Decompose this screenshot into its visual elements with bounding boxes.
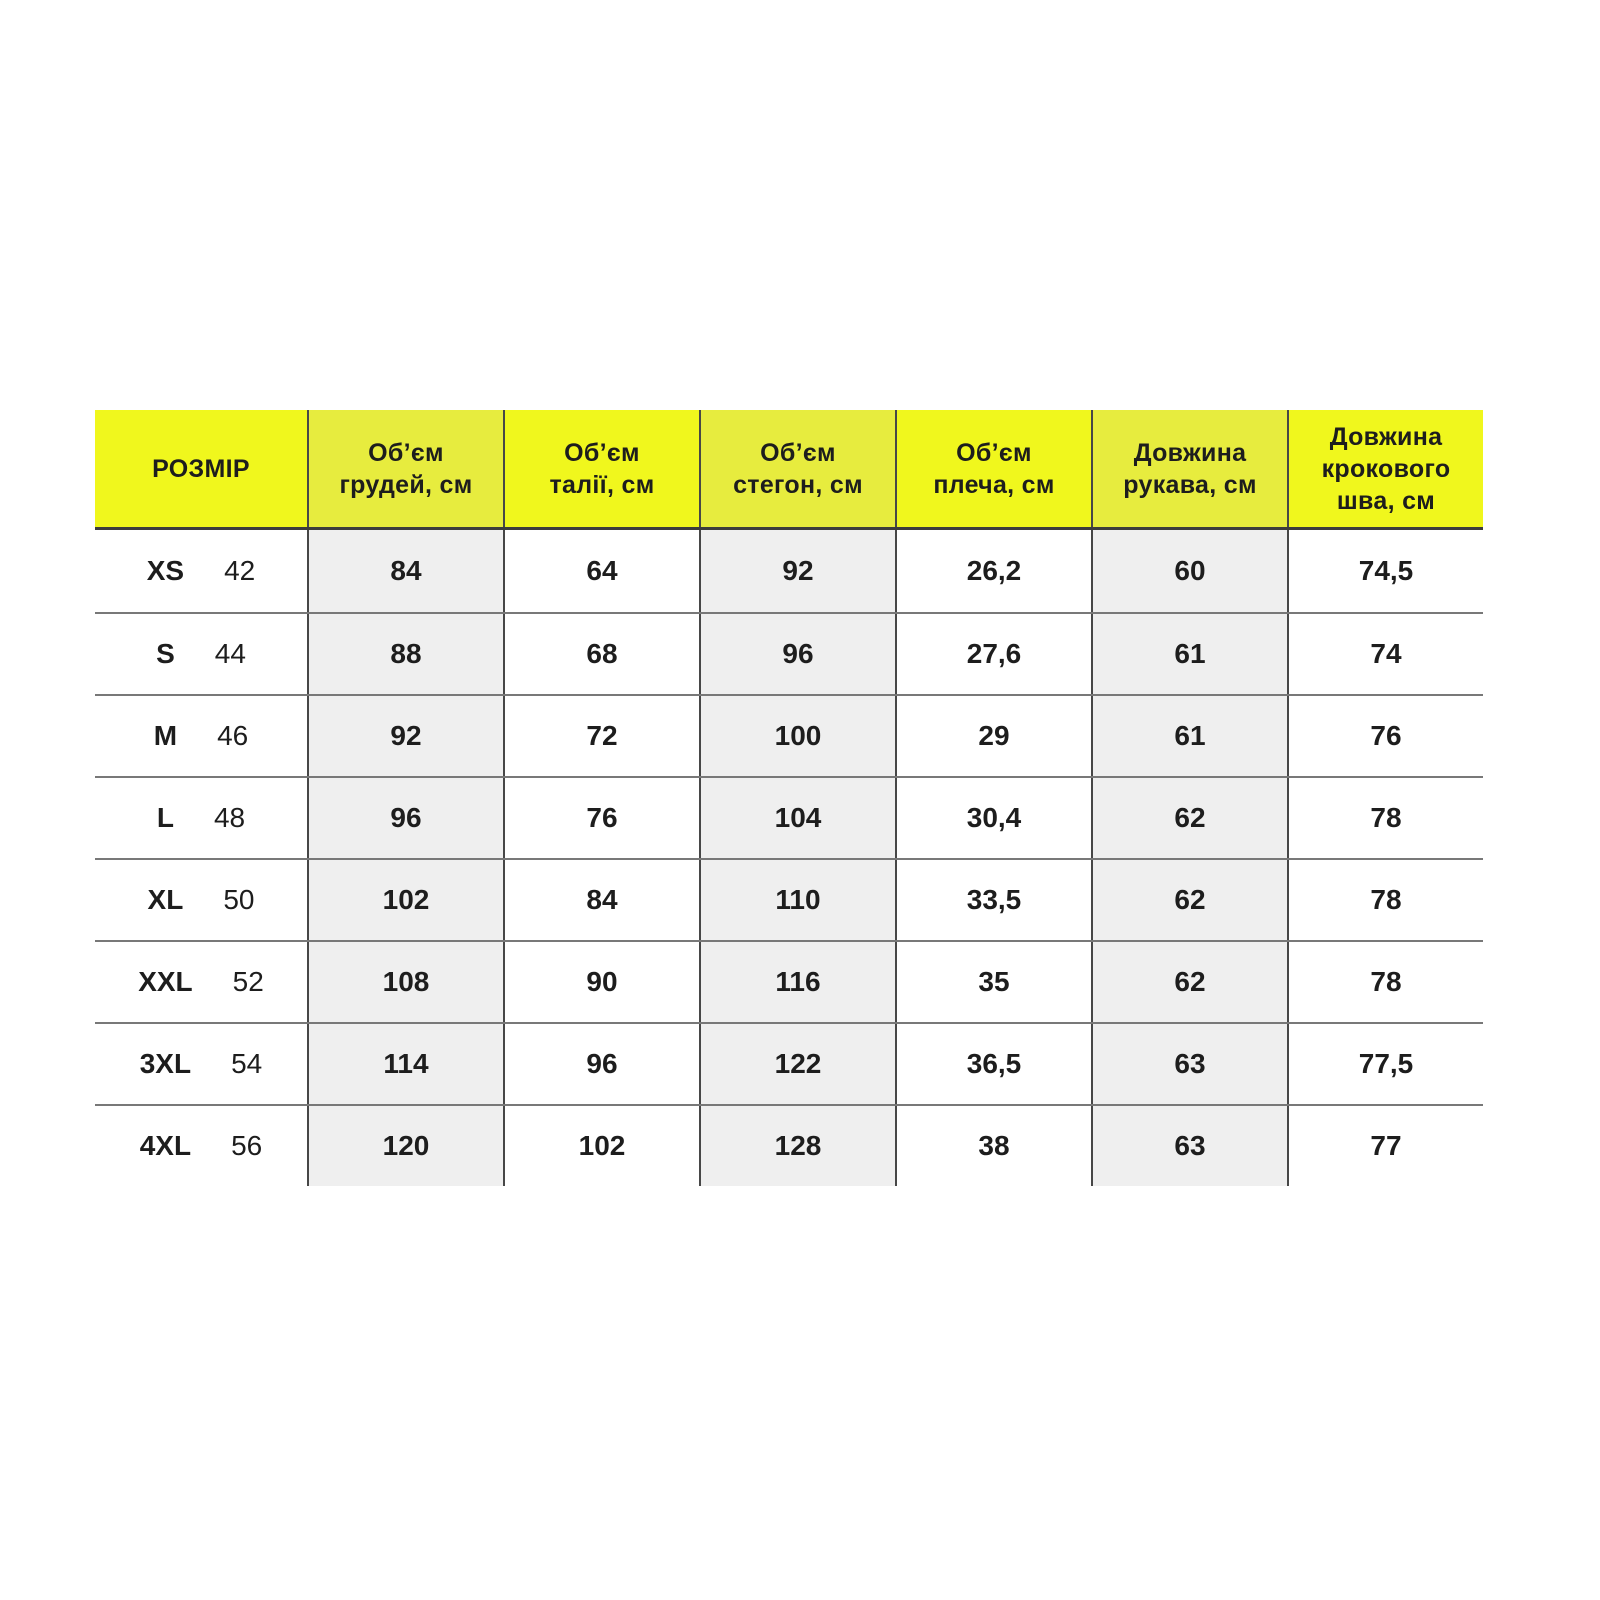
cell-inseam: 77,5 (1287, 1024, 1483, 1104)
size-code: XL (147, 884, 184, 915)
size-code: 4XL (139, 1130, 192, 1161)
table-row-4xl: 4XL 56 120 102 128 38 63 77 (95, 1104, 1483, 1186)
cell-sleeve: 63 (1091, 1106, 1287, 1186)
cell-waist: 68 (503, 614, 699, 694)
cell-inseam: 78 (1287, 942, 1483, 1022)
cell-waist: 96 (503, 1024, 699, 1104)
size-number: 50 (223, 884, 255, 915)
table-header-row: РОЗМІР Об’єм грудей, см Об’єм талії, см Об’… (95, 410, 1483, 530)
cell-waist: 90 (503, 942, 699, 1022)
table-body: XS 42 84 64 92 26,2 60 74,5 S 44 88 68 96 27,6 61 74 M 46… (95, 530, 1483, 1186)
cell-chest: 114 (307, 1024, 503, 1104)
cell-shoulder: 27,6 (895, 614, 1091, 694)
cell-sleeve: 60 (1091, 530, 1287, 612)
cell-hips: 122 (699, 1024, 895, 1104)
cell-chest: 108 (307, 942, 503, 1022)
cell-hips: 92 (699, 530, 895, 612)
column-header-chest: Об’єм грудей, см (307, 410, 503, 527)
size-number: 54 (231, 1048, 263, 1079)
cell-size: L 48 (95, 778, 307, 858)
cell-sleeve: 62 (1091, 942, 1287, 1022)
cell-sleeve: 63 (1091, 1024, 1287, 1104)
cell-waist: 64 (503, 530, 699, 612)
column-header-waist: Об’єм талії, см (503, 410, 699, 527)
column-header-hips: Об’єм стегон, см (699, 410, 895, 527)
cell-size: XS 42 (95, 530, 307, 612)
cell-inseam: 74 (1287, 614, 1483, 694)
cell-chest: 92 (307, 696, 503, 776)
cell-waist: 72 (503, 696, 699, 776)
cell-chest: 88 (307, 614, 503, 694)
size-code: M (153, 720, 178, 751)
cell-size: 4XL 56 (95, 1106, 307, 1186)
table-row-xl: XL 50 102 84 110 33,5 62 78 (95, 858, 1483, 940)
cell-chest: 84 (307, 530, 503, 612)
size-number: 52 (232, 966, 264, 997)
cell-size: M 46 (95, 696, 307, 776)
cell-chest: 120 (307, 1106, 503, 1186)
size-code: 3XL (139, 1048, 192, 1079)
cell-size: XXL 52 (95, 942, 307, 1022)
cell-inseam: 78 (1287, 778, 1483, 858)
size-number: 42 (224, 555, 256, 586)
size-code: L (156, 802, 174, 833)
cell-waist: 84 (503, 860, 699, 940)
cell-waist: 76 (503, 778, 699, 858)
cell-sleeve: 62 (1091, 860, 1287, 940)
table-row-m: M 46 92 72 100 29 61 76 (95, 694, 1483, 776)
size-number: 44 (214, 638, 246, 669)
column-header-size: РОЗМІР (95, 410, 307, 527)
cell-waist: 102 (503, 1106, 699, 1186)
table-row-l: L 48 96 76 104 30,4 62 78 (95, 776, 1483, 858)
cell-inseam: 74,5 (1287, 530, 1483, 612)
cell-shoulder: 38 (895, 1106, 1091, 1186)
cell-shoulder: 30,4 (895, 778, 1091, 858)
cell-shoulder: 33,5 (895, 860, 1091, 940)
cell-inseam: 77 (1287, 1106, 1483, 1186)
cell-size: XL 50 (95, 860, 307, 940)
size-number: 48 (213, 802, 246, 833)
size-code: XXL (138, 966, 193, 997)
cell-shoulder: 36,5 (895, 1024, 1091, 1104)
size-number: 56 (231, 1130, 263, 1161)
cell-sleeve: 61 (1091, 614, 1287, 694)
table-row-xxl: XXL 52 108 90 116 35 62 78 (95, 940, 1483, 1022)
cell-hips: 110 (699, 860, 895, 940)
cell-shoulder: 26,2 (895, 530, 1091, 612)
size-code: XS (146, 555, 185, 586)
cell-hips: 100 (699, 696, 895, 776)
cell-hips: 128 (699, 1106, 895, 1186)
column-header-inseam: Довжина крокового шва, см (1287, 410, 1483, 527)
size-chart-table: РОЗМІР Об’єм грудей, см Об’єм талії, см Об’… (95, 410, 1483, 1186)
cell-chest: 96 (307, 778, 503, 858)
cell-size: 3XL 54 (95, 1024, 307, 1104)
column-header-shoulder: Об’єм плеча, см (895, 410, 1091, 527)
cell-sleeve: 61 (1091, 696, 1287, 776)
table-row-xs: XS 42 84 64 92 26,2 60 74,5 (95, 530, 1483, 612)
cell-shoulder: 29 (895, 696, 1091, 776)
size-number: 46 (217, 720, 249, 751)
cell-size: S 44 (95, 614, 307, 694)
table-row-3xl: 3XL 54 114 96 122 36,5 63 77,5 (95, 1022, 1483, 1104)
cell-hips: 116 (699, 942, 895, 1022)
cell-inseam: 78 (1287, 860, 1483, 940)
table-row-s: S 44 88 68 96 27,6 61 74 (95, 612, 1483, 694)
cell-inseam: 76 (1287, 696, 1483, 776)
cell-chest: 102 (307, 860, 503, 940)
column-header-sleeve: Довжина рукава, см (1091, 410, 1287, 527)
cell-sleeve: 62 (1091, 778, 1287, 858)
cell-hips: 104 (699, 778, 895, 858)
cell-hips: 96 (699, 614, 895, 694)
cell-shoulder: 35 (895, 942, 1091, 1022)
size-code: S (156, 638, 175, 669)
